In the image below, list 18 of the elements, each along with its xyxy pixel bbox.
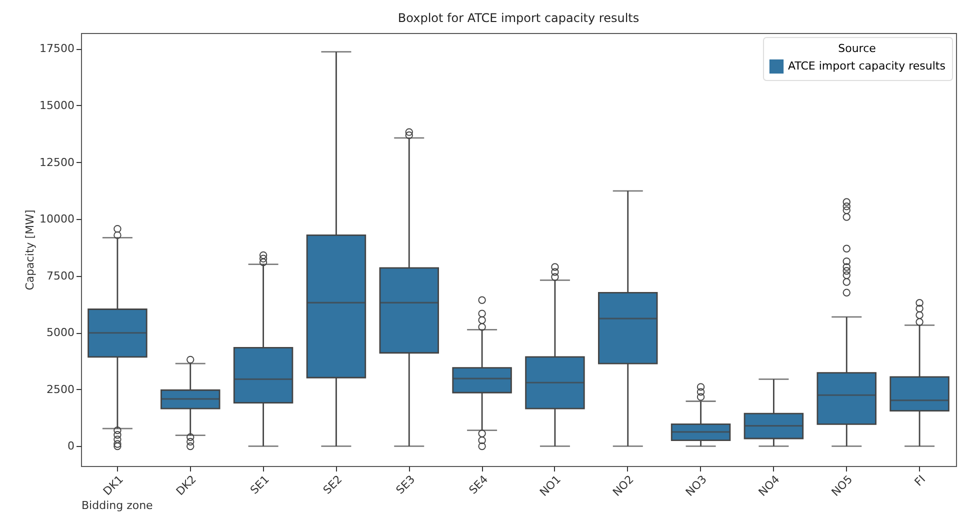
x-tick-label: SE3 (394, 472, 418, 497)
y-tick-label: 12500 (40, 156, 74, 169)
y-tick-label: 5000 (46, 326, 74, 340)
y-tick-label: 15000 (40, 98, 74, 112)
legend-label: ATCE import capacity results (788, 60, 946, 72)
x-axis-title: Bidding zone (82, 499, 154, 512)
y-tick-label: 7500 (46, 269, 74, 282)
y-tick-label: 10000 (40, 212, 74, 226)
x-tick-label: SE2 (320, 472, 345, 497)
legend-title: Source (838, 42, 876, 55)
x-tick-label: SE1 (248, 472, 272, 497)
chart-title: Boxplot for ATCE import capacity results (398, 11, 640, 25)
y-tick-label: 0 (68, 440, 74, 453)
x-tick-label: SE4 (466, 472, 491, 497)
y-tick-label: 17500 (40, 42, 74, 56)
y-tick-label: 2500 (46, 382, 74, 396)
y-axis-title: Capacity [MW] (24, 210, 37, 290)
x-tick-label: FI (912, 472, 928, 489)
